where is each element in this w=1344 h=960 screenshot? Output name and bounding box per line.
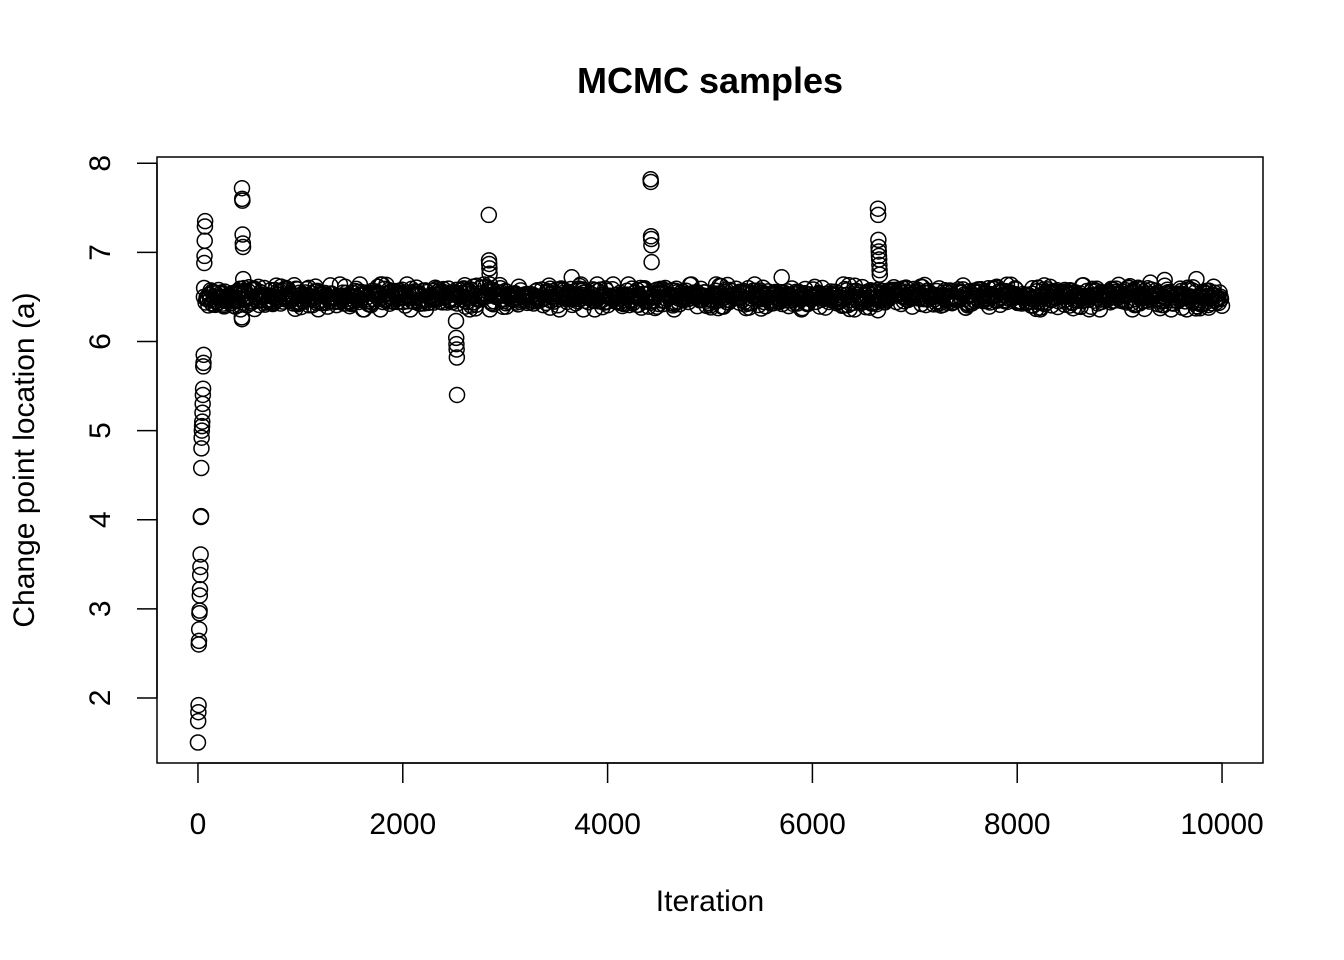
data-point	[563, 269, 580, 286]
data-point	[192, 558, 209, 576]
data-point	[194, 380, 212, 397]
data-point	[193, 429, 210, 446]
data-point	[871, 266, 889, 283]
data-point	[192, 507, 210, 525]
data-point	[196, 218, 214, 235]
y-tick-label: 7	[84, 244, 117, 261]
x-tick-label: 2000	[369, 808, 436, 841]
data-point	[234, 235, 252, 252]
y-tick-label: 3	[84, 600, 117, 617]
data-point	[447, 329, 465, 347]
data-point	[869, 302, 887, 319]
data-point	[870, 243, 888, 260]
data-point	[190, 632, 208, 650]
data-point	[234, 226, 251, 243]
data-point	[192, 546, 209, 563]
data-point	[480, 255, 498, 273]
y-axis: 2 3 4 5 6 7 8	[84, 155, 158, 707]
data-point	[196, 232, 213, 250]
data-point	[870, 231, 887, 249]
data-point	[869, 206, 887, 224]
data-point	[233, 179, 251, 197]
data-point	[869, 200, 887, 217]
x-tick-label: 6000	[779, 808, 846, 841]
y-tick-label: 2	[84, 690, 117, 707]
data-point	[448, 341, 465, 358]
data-point	[481, 265, 498, 282]
data-point	[752, 300, 770, 317]
data-point	[234, 270, 252, 288]
data-point	[643, 253, 660, 271]
data-point	[773, 269, 790, 286]
data-point	[541, 299, 559, 316]
plot-frame	[156, 156, 1264, 764]
data-point	[633, 299, 650, 316]
x-axis-label: Iteration	[656, 885, 764, 918]
x-tick-label: 10000	[1180, 808, 1263, 841]
data-point	[447, 312, 465, 330]
data-point	[189, 734, 207, 751]
y-axis-label: Change point location (a)	[8, 292, 41, 627]
y-tick-label: 5	[84, 422, 117, 439]
y-tick-label: 6	[84, 333, 117, 350]
data-point	[1156, 271, 1173, 289]
data-point	[871, 256, 888, 274]
data-point	[1212, 290, 1230, 308]
data-point	[643, 236, 660, 254]
data-point	[1210, 294, 1228, 312]
data-point	[190, 636, 208, 653]
x-tick-label: 4000	[574, 808, 641, 841]
data-point	[1188, 270, 1205, 288]
data-point	[192, 459, 210, 477]
data-point	[193, 417, 211, 435]
data-point	[448, 386, 466, 404]
data-point	[196, 212, 214, 230]
data-point	[481, 260, 498, 277]
data-point	[234, 238, 252, 256]
data-point	[194, 386, 212, 404]
data-point	[1213, 297, 1231, 314]
data-point	[196, 254, 213, 272]
data-point	[191, 566, 209, 584]
data-point	[190, 703, 207, 721]
data-point	[194, 395, 211, 413]
data-point	[193, 440, 210, 457]
data-point	[190, 621, 208, 638]
x-tick-label: 0	[190, 808, 207, 841]
data-point	[194, 404, 211, 422]
data-points	[189, 171, 1231, 751]
data-point	[189, 712, 207, 730]
data-point	[195, 346, 212, 364]
data-point	[448, 335, 465, 353]
data-point	[234, 192, 251, 209]
chart-title: MCMC samples	[577, 60, 843, 101]
data-point	[191, 587, 209, 604]
data-point	[194, 413, 211, 430]
y-tick-label: 4	[84, 511, 117, 528]
x-tick-label: 8000	[984, 808, 1051, 841]
data-point	[190, 696, 207, 714]
data-point	[195, 354, 212, 372]
data-point	[193, 422, 211, 439]
data-point	[448, 349, 466, 366]
x-axis: 0 2000 4000 6000 8000 10000	[190, 762, 1264, 841]
data-point	[480, 206, 498, 224]
y-tick-label: 8	[84, 155, 117, 172]
data-point	[870, 238, 887, 256]
data-point	[665, 301, 683, 318]
data-point	[861, 299, 879, 316]
data-point	[233, 310, 251, 328]
data-point	[642, 230, 660, 248]
data-point	[871, 261, 888, 279]
data-point	[642, 173, 660, 191]
